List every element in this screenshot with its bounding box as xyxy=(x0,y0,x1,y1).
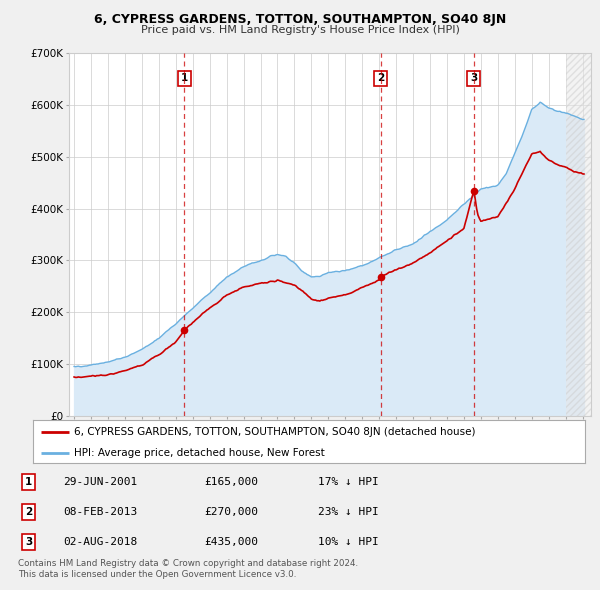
Text: 10% ↓ HPI: 10% ↓ HPI xyxy=(318,537,379,547)
Text: 02-AUG-2018: 02-AUG-2018 xyxy=(63,537,137,547)
Text: £270,000: £270,000 xyxy=(204,507,258,517)
Text: 08-FEB-2013: 08-FEB-2013 xyxy=(63,507,137,517)
Text: 2: 2 xyxy=(25,507,32,517)
Text: 3: 3 xyxy=(25,537,32,547)
Text: This data is licensed under the Open Government Licence v3.0.: This data is licensed under the Open Gov… xyxy=(18,571,296,579)
Text: 1: 1 xyxy=(181,74,188,84)
Text: HPI: Average price, detached house, New Forest: HPI: Average price, detached house, New … xyxy=(74,448,325,458)
Text: Price paid vs. HM Land Registry's House Price Index (HPI): Price paid vs. HM Land Registry's House … xyxy=(140,25,460,35)
Text: 29-JUN-2001: 29-JUN-2001 xyxy=(63,477,137,487)
Text: £165,000: £165,000 xyxy=(204,477,258,487)
Text: 6, CYPRESS GARDENS, TOTTON, SOUTHAMPTON, SO40 8JN: 6, CYPRESS GARDENS, TOTTON, SOUTHAMPTON,… xyxy=(94,13,506,26)
Text: £435,000: £435,000 xyxy=(204,537,258,547)
Text: 23% ↓ HPI: 23% ↓ HPI xyxy=(318,507,379,517)
Text: 6, CYPRESS GARDENS, TOTTON, SOUTHAMPTON, SO40 8JN (detached house): 6, CYPRESS GARDENS, TOTTON, SOUTHAMPTON,… xyxy=(74,427,476,437)
Text: Contains HM Land Registry data © Crown copyright and database right 2024.: Contains HM Land Registry data © Crown c… xyxy=(18,559,358,568)
Text: 2: 2 xyxy=(377,74,385,84)
Text: 17% ↓ HPI: 17% ↓ HPI xyxy=(318,477,379,487)
Text: 1: 1 xyxy=(25,477,32,487)
Text: 3: 3 xyxy=(470,74,478,84)
